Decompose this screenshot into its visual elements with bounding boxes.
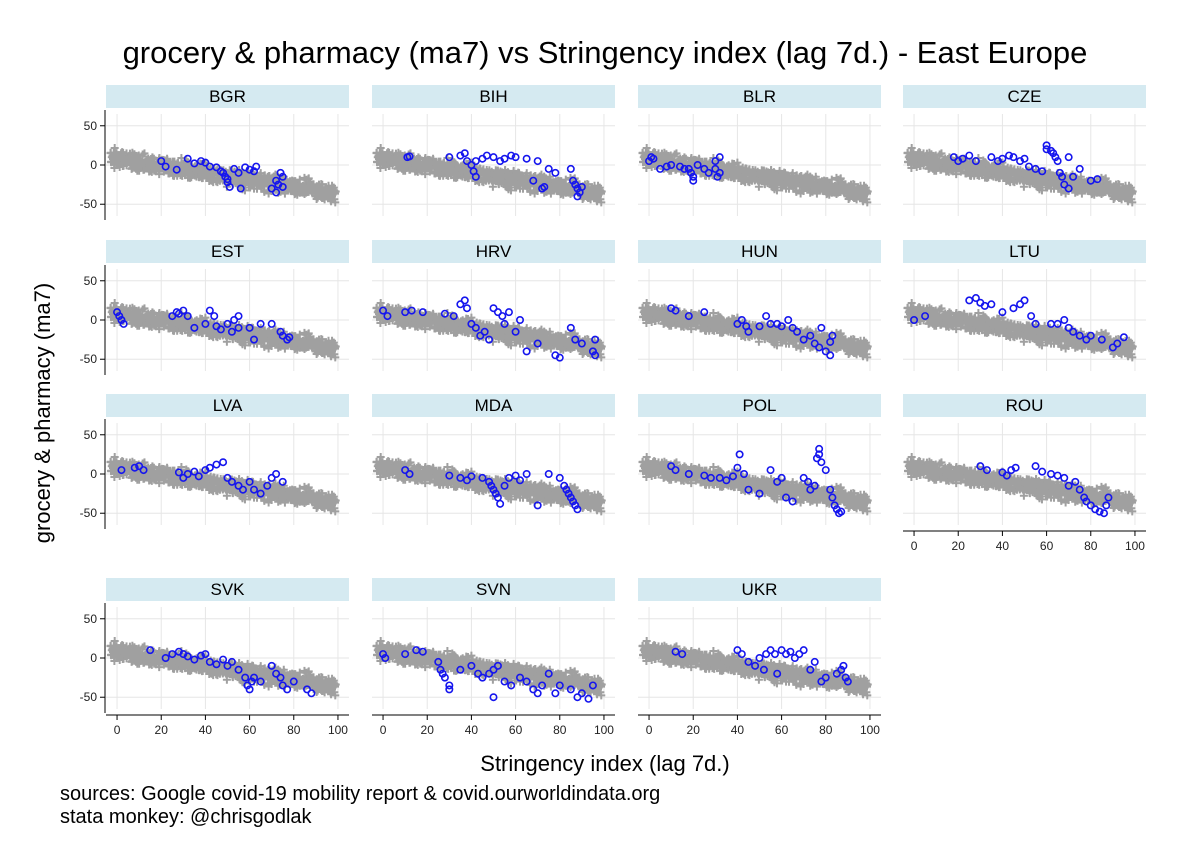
y-tick-label: 0 [90, 158, 97, 172]
panel-hrv: HRV [372, 240, 615, 371]
panel-label: CZE [1008, 87, 1042, 106]
panel-bih: BIH [372, 85, 615, 216]
panel-bgr: BGR 50 0 -50 [80, 85, 349, 220]
data-point-bih [489, 153, 498, 162]
panel-label: BIH [479, 87, 507, 106]
data-point-cze [1075, 164, 1084, 173]
data-point-bih [522, 154, 531, 163]
background-series [106, 298, 340, 362]
background-series [638, 143, 872, 207]
panel-cze: CZE [903, 85, 1146, 216]
background-point [308, 183, 317, 192]
data-point-cze [1064, 153, 1073, 162]
y-tick-label: 0 [90, 313, 97, 327]
y-tick-label: 50 [84, 119, 98, 133]
data-point-est [234, 312, 243, 321]
panel-label: BGR [209, 87, 246, 106]
background-point [140, 149, 149, 158]
background-series [903, 143, 1137, 207]
panel-label: BLR [743, 87, 776, 106]
y-tick-label: -50 [80, 197, 98, 211]
panel-blr: BLR [638, 85, 881, 216]
y-tick-label: 50 [84, 274, 98, 288]
chart-title: grocery & pharmacy (ma7) vs Stringency i… [123, 35, 1088, 70]
background-point [291, 189, 300, 198]
panel-strip [106, 85, 349, 108]
data-point-bih [566, 164, 575, 173]
data-point-cze [987, 153, 996, 162]
data-point-bih [544, 164, 553, 173]
data-point-est [210, 312, 219, 321]
data-point-bih [533, 157, 542, 166]
data-point-est [267, 319, 276, 328]
panel-label: EST [211, 242, 244, 261]
data-point-bih [551, 168, 560, 177]
background-point [209, 178, 218, 187]
background-point [295, 175, 304, 184]
background-point [304, 174, 313, 183]
data-point-bih [471, 157, 480, 166]
background-series [372, 298, 606, 362]
panel-est: EST 50 0 -50 [80, 240, 349, 375]
panel-label: HRV [476, 242, 512, 261]
y-tick-label: -50 [80, 352, 98, 366]
